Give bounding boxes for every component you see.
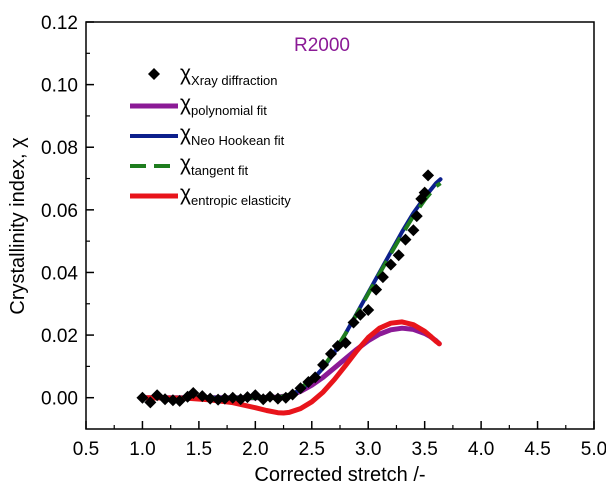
x-axis-title: Corrected stretch /- — [254, 464, 425, 486]
data-point — [317, 358, 330, 371]
data-point — [309, 371, 322, 384]
tick-labels: 0.5 1.0 1.5 2.0 2.5 3.0 3.5 4.0 4.5 5.0 0.00 0.02 0.… — [41, 13, 606, 460]
legend-swatch — [148, 68, 160, 80]
data-point — [187, 386, 200, 399]
data-point — [339, 336, 352, 349]
data-point — [159, 393, 172, 406]
data-point — [166, 394, 179, 407]
plot-frame — [85, 21, 595, 430]
data-point — [347, 316, 360, 329]
chart-annotation: R2000 — [294, 35, 350, 56]
data-point — [392, 249, 405, 262]
legend-entry: χXray diffraction — [180, 62, 278, 88]
data-point — [218, 392, 231, 405]
y-axis-title: Crystallinity index, χ — [7, 137, 29, 315]
y-tick-label: 0.08 — [41, 138, 78, 159]
y-tick-label: 0.06 — [41, 201, 78, 222]
data-point — [136, 391, 149, 404]
legend-entry: χtangent fit — [180, 152, 249, 178]
x-tick-label: 2.5 — [299, 439, 325, 460]
data-point — [418, 186, 431, 199]
data-point — [410, 210, 423, 223]
axis-ticks — [85, 21, 595, 429]
series-line — [140, 177, 443, 400]
data-point — [286, 388, 299, 401]
x-tick-label: 4.5 — [524, 439, 550, 460]
y-tick-label: 0.12 — [41, 13, 78, 34]
data-point — [399, 233, 412, 246]
data-point — [294, 382, 307, 395]
data-point — [370, 283, 383, 296]
data-point — [264, 390, 277, 403]
y-tick-label: 0.04 — [41, 263, 78, 284]
x-tick-label: 4.0 — [468, 439, 494, 460]
data-point — [384, 258, 397, 271]
x-tick-label: 3.0 — [355, 439, 381, 460]
data-point — [354, 308, 367, 321]
data-point — [204, 392, 217, 405]
data-point — [324, 347, 337, 360]
x-tick-label: 1.0 — [129, 439, 155, 460]
data-point — [362, 304, 375, 317]
x-tick-label: 1.5 — [186, 439, 212, 460]
x-tick-label: 2.0 — [242, 439, 268, 460]
data-point — [226, 391, 239, 404]
data-point — [249, 389, 262, 402]
x-tick-label: 3.5 — [411, 439, 437, 460]
data-point — [241, 391, 254, 404]
data-point — [144, 396, 157, 409]
legend-entry: χNeo Hookean fit — [180, 122, 285, 148]
series-line — [139, 325, 442, 401]
data-point — [422, 169, 435, 182]
data-point — [407, 224, 420, 237]
legend-entry: χentropic elasticity — [180, 182, 291, 208]
data-point — [271, 392, 284, 405]
data-point — [376, 271, 389, 284]
y-tick-label: 0.00 — [41, 389, 78, 410]
legend: χXray diffraction χpolynomial fit χNeo Hoo… — [130, 62, 291, 208]
legend-entry: χpolynomial fit — [180, 92, 267, 118]
plot-area — [136, 169, 443, 416]
y-tick-label: 0.02 — [41, 326, 78, 347]
x-tick-label: 0.5 — [73, 439, 99, 460]
series-line — [142, 181, 442, 400]
y-tick-label: 0.10 — [41, 76, 78, 97]
x-tick-label: 5.0 — [581, 439, 606, 460]
